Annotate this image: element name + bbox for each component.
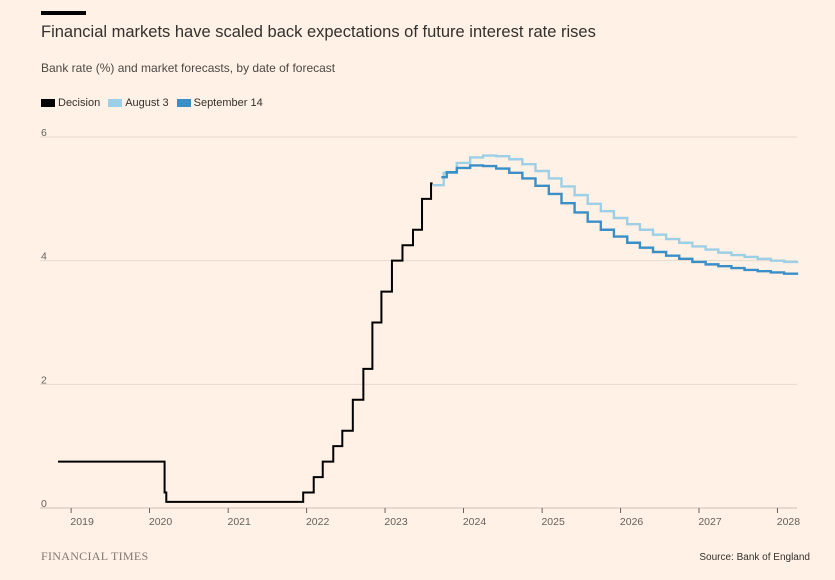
series-layer	[58, 154, 799, 503]
x-tick-label-2028: 2028	[777, 516, 801, 528]
header-accent-bar	[41, 11, 86, 15]
y-tick-label-0: 0	[41, 498, 47, 510]
x-tick-label-2023: 2023	[384, 516, 408, 528]
y-tick-label-2: 2	[41, 374, 47, 386]
y-tick-label-4: 4	[41, 251, 47, 263]
legend-item-september: September 14	[176, 97, 263, 109]
series-line-august-3	[432, 154, 799, 264]
legend-item-decision: Decision	[41, 97, 100, 109]
grid-layer: 0 2 4 6	[40, 127, 797, 510]
x-tick-label-2021: 2021	[228, 516, 252, 528]
x-tick-label-2027: 2027	[698, 516, 722, 528]
legend-swatch-decision	[41, 99, 55, 107]
x-tick-label-2025: 2025	[541, 516, 565, 528]
legend-item-august: August 3	[108, 97, 169, 109]
legend-label-september: September 14	[193, 97, 263, 109]
ft-brand-logo: FINANCIAL TIMES	[41, 549, 149, 563]
x-tick-label-2020: 2020	[149, 516, 173, 528]
legend-label-august: August 3	[125, 97, 169, 109]
x-tick-label-2024: 2024	[463, 516, 487, 528]
chart-title: Financial markets have scaled back expec…	[41, 23, 596, 41]
source-note: Source: Bank of England	[699, 552, 810, 563]
legend-label-decision: Decision	[58, 97, 101, 109]
x-tick-label-2022: 2022	[306, 516, 330, 528]
y-tick-label-6: 6	[41, 127, 47, 139]
x-tick-label-2026: 2026	[620, 516, 644, 528]
legend-swatch-august	[108, 99, 123, 107]
legend-swatch-september	[176, 99, 191, 107]
x-axis: 2019 2020 2021 2022 2023 2024 2025 2026 2027 2028	[70, 508, 800, 528]
series-line-decision	[58, 182, 433, 503]
series-line-september-14	[441, 164, 799, 275]
chart-legend: Decision August 3 September 14	[41, 97, 271, 109]
x-tick-label-2019: 2019	[70, 516, 94, 528]
chart-subtitle: Bank rate (%) and market forecasts, by d…	[41, 61, 336, 75]
